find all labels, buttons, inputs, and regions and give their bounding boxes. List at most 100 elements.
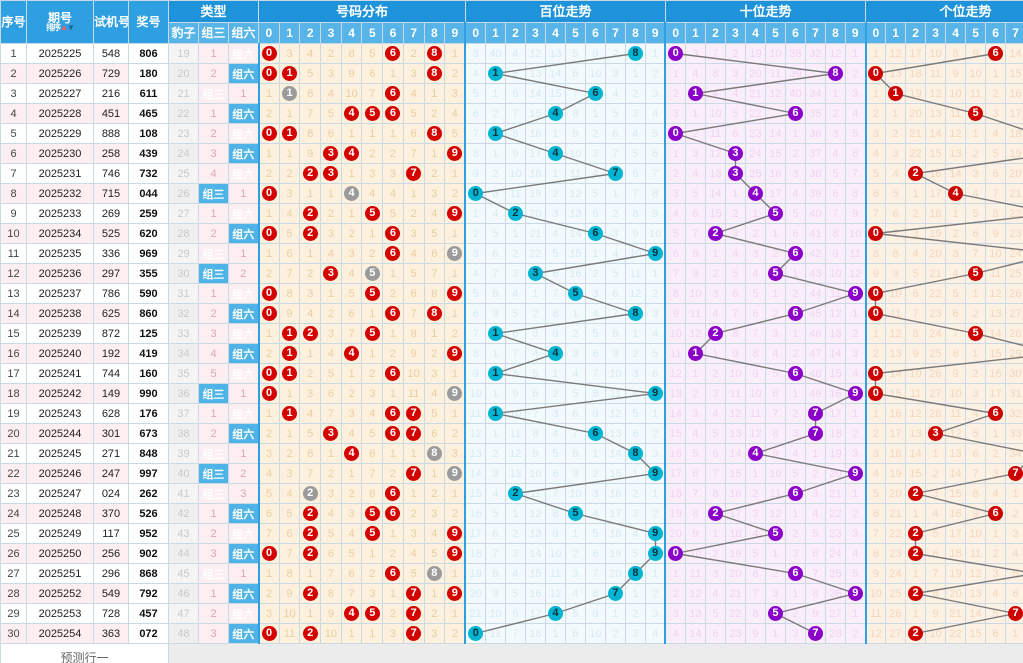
cell-tens-6: 4	[784, 443, 806, 464]
table-row[interactable]: 25 2025249 117 952 43 2 组六 7 6 2 5 4 5 1 3 4 9 17 6 2 13 9 1 5 1…	[0, 523, 1023, 544]
cell-issue[interactable]: 2025246	[26, 463, 94, 484]
cell-issue[interactable]: 2025251	[26, 563, 94, 584]
cell-type-zu3: 组三	[198, 263, 229, 284]
cell-hundreds-5: 1	[564, 303, 586, 324]
cell-hundreds-5: 14	[564, 223, 586, 244]
cell-issue[interactable]: 2025231	[26, 163, 94, 184]
cell-seq: 8	[0, 183, 27, 204]
cell-issue[interactable]: 2025237	[26, 283, 94, 304]
cell-issue[interactable]: 2025236	[26, 263, 94, 284]
table-row[interactable]: 11 2025235 336 969 29 组三 1 1 6 1 4 3 2 6 4 6 9 3 6 2 22 5 15 1 4…	[0, 243, 1023, 264]
table-row[interactable]: 9 2025233 269 259 27 1 组六 1 4 2 2 1 5 5 2 4 9 1 4 2 20 3 13 6 2 8…	[0, 203, 1023, 224]
cell-hundreds-7: 3	[604, 63, 626, 84]
cell-issue[interactable]: 2025235	[26, 243, 94, 264]
table-row[interactable]: 8 2025232 715 044 26 组三 1 0 3 1 1 4 4 4 1 3 2 0 3 11 19 2 12 5 1…	[0, 183, 1023, 204]
cell-issue[interactable]: 2025227	[26, 83, 94, 104]
cell-issue[interactable]: 2025240	[26, 343, 94, 364]
cell-units-6: 12	[985, 283, 1007, 304]
table-row[interactable]: 29 2025253 728 457 47 2 组六 3 10 1 9 4 5 2 7 2 1 21 10 6 17 4 5…	[0, 603, 1023, 624]
table-row[interactable]: 6 2025230 258 439 24 3 组六 1 1 9 3 4 2 2 7 1 9 8 1 9 17 4 10 3 7 5…	[0, 143, 1023, 164]
cell-dist-0: 4	[257, 463, 280, 484]
cell-issue[interactable]: 2025247	[26, 483, 94, 504]
table-row[interactable]: 14 2025238 625 860 32 2 组六 0 9 4 2 6 1 6 7 8 1 6 9 5 2 8 1 4 7 8 3…	[0, 303, 1023, 324]
table-row[interactable]: 16 2025240 192 419 34 4 组六 2 1 1 4 4 1 2 9 2 9 8 1 7 4 4 3 6 9 2 5…	[0, 343, 1023, 364]
cell-tens-9: 6	[844, 143, 867, 164]
cell-issue[interactable]: 2025253	[26, 603, 94, 624]
cell-tens-9: 2	[844, 423, 867, 444]
cell-issue[interactable]: 2025254	[26, 623, 94, 644]
table-row[interactable]: 26 2025250 256 902 44 3 组六 0 7 2 6 5 1 2 4 5 9 18 7 3 14 10 2 6…	[0, 543, 1023, 564]
cell-issue[interactable]: 2025234	[26, 223, 94, 244]
cell-issue[interactable]: 2025244	[26, 423, 94, 444]
cell-issue[interactable]: 2025228	[26, 103, 94, 124]
table-row[interactable]: 17 2025241 744 160 35 5 组六 0 1 2 5 1 2 6 10 3 1 9 1 8 5 1 4 7 10…	[0, 363, 1023, 384]
cell-dist-6: 3	[382, 163, 404, 184]
cell-issue[interactable]: 2025225	[26, 43, 94, 64]
cell-issue[interactable]: 2025243	[26, 403, 94, 424]
cell-hundreds-4: 12	[544, 583, 566, 604]
cell-issue[interactable]: 2025248	[26, 503, 94, 524]
table-row[interactable]: 3 2025227 216 611 21 组三 1 1 1 6 4 10 7 6 4 1 3 5 1 6 14 15 7 6 4…	[0, 83, 1023, 104]
cell-issue[interactable]: 2025239	[26, 323, 94, 344]
cell-seq: 21	[0, 443, 27, 464]
cell-issue[interactable]: 2025252	[26, 583, 94, 604]
table-row[interactable]: 28 2025252 549 792 46 1 组六 2 9 2 8 7 3 1 7 1 9 20 9 5 16 12 4 8…	[0, 583, 1023, 604]
cell-hundreds-2: 1	[504, 503, 526, 524]
table-row[interactable]: 12 2025236 297 355 30 组三 2 2 7 2 3 4 5 1 5 7 1 4 7 3 3 6 16 2 5 1…	[0, 263, 1023, 284]
table-row[interactable]: 13 2025237 786 590 31 1 组六 0 8 3 1 5 5 2 6 8 9 5 8 4 1 7 5 3 6 12…	[0, 283, 1023, 304]
table-row[interactable]: 22 2025246 247 997 40 组三 2 4 3 7 2 1 7 2 7 1 9 14 3 13 10 6 9 2…	[0, 463, 1023, 484]
table-row[interactable]: 23 2025247 024 262 41 组三 3 5 4 2 3 2 8 6 1 2 1 15 4 2 11 7 10 3…	[0, 483, 1023, 504]
cell-tens-2: 6	[704, 623, 726, 644]
cell-units-1: 2	[885, 123, 907, 144]
cell-tens-7: 7	[804, 623, 826, 644]
cell-dist-5: 5	[361, 203, 384, 224]
units-hit-ball: 0	[868, 306, 884, 321]
cell-issue[interactable]: 2025245	[26, 443, 94, 464]
table-row[interactable]: 7 2025231 746 732 25 4 组六 2 2 2 3 1 3 3 7 2 1 9 2 10 18 1 11 4 7…	[0, 163, 1023, 184]
cell-type-zu3: 组三	[198, 443, 229, 464]
table-row[interactable]: 19 2025243 628 176 37 1 组六 1 1 4 7 3 4 6 7 5 1 11 1 10 7 3 6 9 1…	[0, 403, 1023, 424]
cell-issue[interactable]: 2025249	[26, 523, 94, 544]
table-row[interactable]: 27 2025251 296 868 45 组三 1 1 8 1 7 6 2 6 5 8 1 19 8 4 15 11 3 7…	[0, 563, 1023, 584]
cell-tens-2: 1	[704, 523, 726, 544]
table-row[interactable]: 5 2025229 888 108 23 2 组六 0 1 8 6 1 1 1 6 8 5 7 1 8 16 1 9 2 6 4 5…	[0, 123, 1023, 144]
table-row[interactable]: 4 2025228 451 465 22 1 组六 2 1 7 5 4 5 6 5 2 4 6 2 7 15 4 8 1 5 3 4…	[0, 103, 1023, 124]
table-row[interactable]: 20 2025244 301 673 38 2 组六 2 1 5 3 4 5 6 7 6 2 12 1 11 8 4 7 6 1…	[0, 423, 1023, 444]
table-row[interactable]: 10 2025234 525 620 28 2 组六 0 5 2 3 2 1 6 3 5 1 2 5 1 21 4 14 6 3…	[0, 223, 1023, 244]
cell-dist-5: 2	[361, 563, 384, 584]
cell-units-6: 11	[985, 263, 1007, 284]
cell-hundreds-6: 8	[584, 383, 606, 404]
cell-issue[interactable]: 2025233	[26, 203, 94, 224]
table-row[interactable]: 18 2025242 149 990 36 组三 1 0 1 3 6 2 3 1 11 4 9 10 1 9 6 2 5 8 1…	[0, 383, 1023, 404]
cell-hundreds-4: 8	[544, 303, 566, 324]
cell-issue[interactable]: 2025229	[26, 123, 94, 144]
table-row[interactable]: 30 2025254 363 072 48 3 组六 0 11 2 10 1 1 3 7 3 2 0 11 7 18 1 6…	[0, 623, 1023, 644]
cell-units-4: 14	[945, 463, 967, 484]
cell-issue[interactable]: 2025226	[26, 63, 94, 84]
table-row[interactable]: 24 2025248 370 526 42 1 组六 6 5 2 4 3 5 6 2 3 2 16 5 1 12 8 5 4 1…	[0, 503, 1023, 524]
cell-hundreds-1: 1	[484, 403, 506, 424]
cell-units-3: 21	[925, 263, 947, 284]
cell-tens-4: 3	[744, 503, 766, 524]
sort-indicator[interactable]: 排序▲▼	[46, 23, 75, 33]
cell-tens-7	[804, 63, 826, 84]
table-row[interactable]: 1 2025225 548 806 19 1 组六 0 3 4 2 8 5 6 2 8 1 3 40 4 12 13 5 9 2…	[0, 43, 1023, 64]
table-row[interactable]: 21 2025245 271 848 39 组三 1 3 2 6 1 4 6 1 1 8 3 13 2 12 9 5 8 1 1…	[0, 443, 1023, 464]
cell-dist-9: 4	[444, 103, 466, 124]
cell-units-1: 17	[885, 423, 907, 444]
cell-issue[interactable]: 2025241	[26, 363, 94, 384]
cell-hundreds-0: 21	[464, 603, 486, 624]
cell-issue[interactable]: 2025232	[26, 183, 94, 204]
cell-issue[interactable]: 2025250	[26, 543, 94, 564]
dist-ball-red: 9	[447, 146, 463, 161]
cell-hundreds-1: 1	[484, 123, 506, 144]
cell-dist-7: 7	[402, 163, 425, 184]
cell-issue[interactable]: 2025242	[26, 383, 94, 404]
cell-issue[interactable]: 2025238	[26, 303, 94, 324]
table-row[interactable]: 15 2025239 872 125 33 3 组六 1 1 2 3 7 5 1 8 1 2 7 1 6 3 9 2 5 8 1 4…	[0, 323, 1023, 344]
cell-units-6: 16	[985, 363, 1007, 384]
cell-dist-9: 1	[444, 303, 466, 324]
cell-issue[interactable]: 2025230	[26, 143, 94, 164]
cell-units-2: 1	[905, 183, 927, 204]
table-row[interactable]: 2 2025226 729 180 20 2 组六 0 1 5 3 9 6 1 3 8 2 4 1 5 13 14 6 10 3…	[0, 63, 1023, 84]
